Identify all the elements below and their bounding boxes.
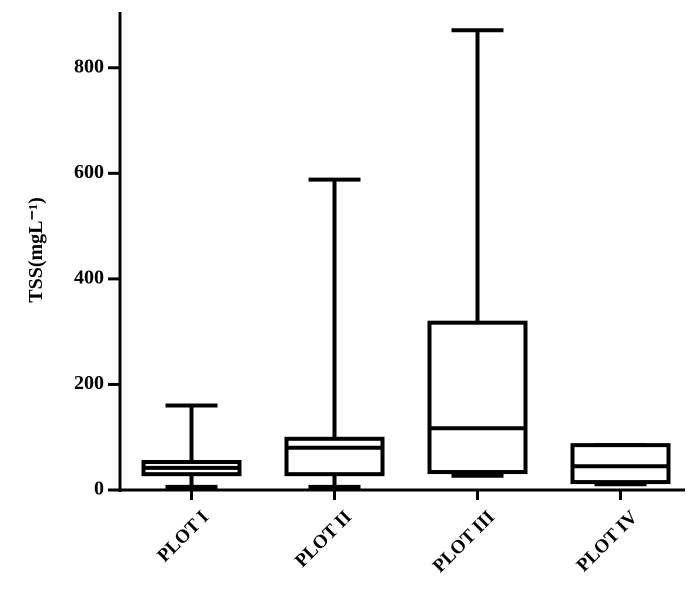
x-tick-label: PLOT IV — [573, 506, 643, 576]
y-tick-label: 0 — [94, 478, 104, 500]
y-tick-label: 800 — [74, 55, 104, 77]
y-axis-label: TSS(mgL⁻¹) — [25, 197, 47, 302]
x-tick-label: PLOT III — [429, 507, 499, 577]
y-tick-label: 400 — [74, 266, 104, 288]
y-tick-label: 600 — [74, 161, 104, 183]
x-tick-label: PLOT II — [291, 507, 356, 572]
box — [570, 443, 671, 485]
x-tick-label: PLOT I — [153, 507, 213, 567]
y-tick-label: 200 — [74, 372, 104, 394]
box — [427, 320, 528, 475]
box — [284, 436, 385, 477]
